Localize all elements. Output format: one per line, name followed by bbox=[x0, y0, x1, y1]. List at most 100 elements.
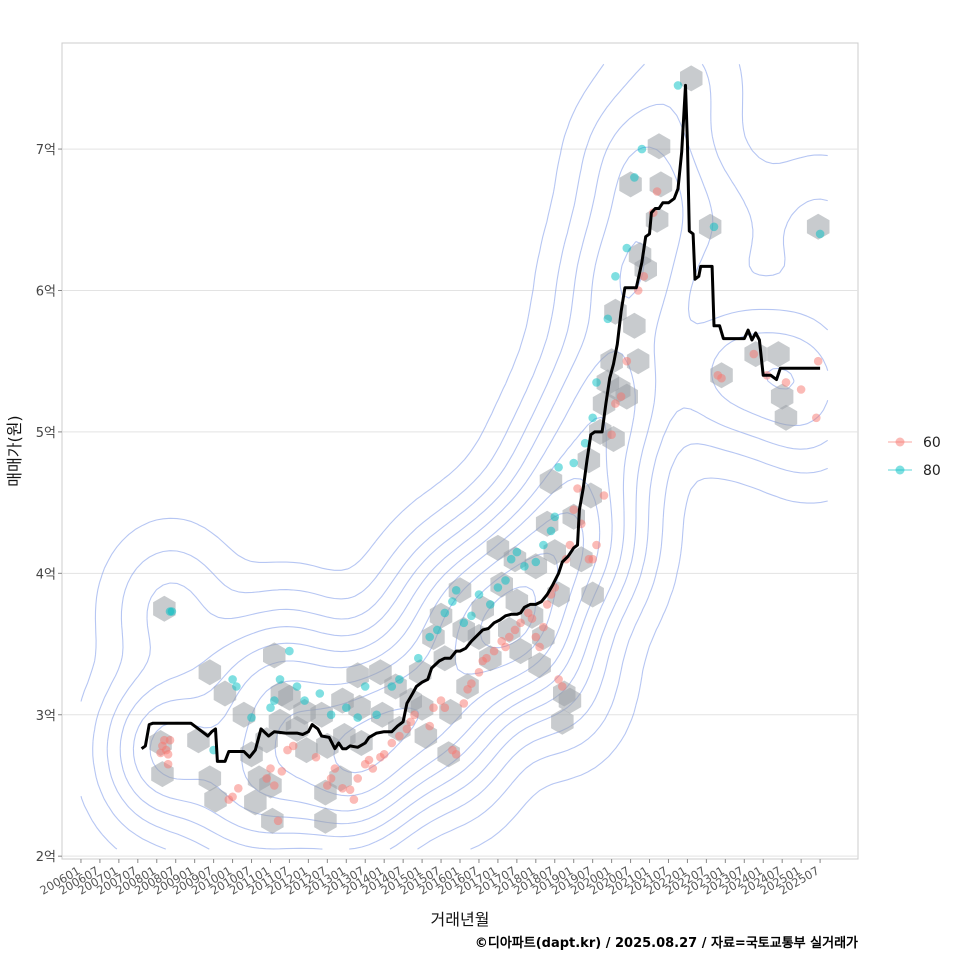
point-80 bbox=[326, 710, 336, 720]
point-80 bbox=[414, 653, 423, 663]
point-80 bbox=[448, 597, 457, 606]
hexbin bbox=[204, 786, 227, 813]
point-60 bbox=[402, 724, 412, 734]
legend-marker-60 bbox=[895, 437, 905, 447]
density-contour bbox=[106, 103, 829, 850]
point-80 bbox=[637, 144, 647, 154]
point-80 bbox=[580, 438, 590, 448]
hexbin bbox=[198, 659, 222, 686]
hexbin bbox=[350, 730, 373, 756]
point-60 bbox=[588, 554, 597, 564]
point-60 bbox=[288, 741, 298, 751]
point-60 bbox=[163, 759, 173, 769]
point-60 bbox=[482, 653, 491, 663]
point-60 bbox=[573, 484, 582, 493]
point-80 bbox=[520, 562, 529, 571]
point-80 bbox=[459, 618, 469, 628]
point-60 bbox=[622, 356, 632, 366]
point-60 bbox=[165, 735, 175, 745]
y-tick-label: 7억 bbox=[36, 143, 56, 158]
point-80 bbox=[673, 81, 683, 90]
hexbin bbox=[310, 701, 333, 728]
point-80 bbox=[395, 675, 404, 684]
point-60 bbox=[368, 764, 378, 773]
point-60 bbox=[440, 703, 450, 712]
point-60 bbox=[717, 373, 726, 383]
point-80 bbox=[512, 547, 522, 557]
hexbin bbox=[371, 701, 394, 728]
hexbin bbox=[615, 383, 638, 410]
hexbin bbox=[346, 662, 369, 689]
point-60 bbox=[467, 679, 476, 688]
hexbin bbox=[509, 638, 532, 665]
point-60 bbox=[436, 696, 446, 705]
point-80 bbox=[372, 710, 381, 720]
median-price-line bbox=[140, 83, 821, 763]
point-60 bbox=[527, 614, 537, 623]
point-60 bbox=[501, 642, 510, 652]
y-tick-label: 6억 bbox=[36, 284, 56, 299]
hexbin bbox=[539, 468, 563, 495]
hexbin bbox=[524, 553, 548, 580]
hexbin bbox=[263, 642, 286, 669]
hexbin bbox=[486, 534, 510, 561]
point-80 bbox=[232, 682, 241, 691]
point-60 bbox=[353, 774, 363, 783]
point-80 bbox=[486, 600, 495, 609]
hexbin bbox=[579, 482, 602, 509]
point-60 bbox=[451, 750, 461, 759]
point-80 bbox=[315, 689, 325, 698]
point-80 bbox=[353, 713, 363, 722]
point-80 bbox=[467, 611, 476, 621]
point-60 bbox=[395, 731, 404, 741]
hexbin bbox=[626, 348, 650, 375]
point-60 bbox=[652, 187, 662, 196]
point-80 bbox=[554, 463, 563, 472]
point-80 bbox=[387, 682, 397, 691]
x-axis-ticks: 2006012006072007012007072008012008072009… bbox=[37, 859, 822, 898]
legend-entry-80[interactable]: 80 bbox=[888, 463, 941, 479]
point-60 bbox=[611, 399, 620, 408]
legend-marker-80 bbox=[895, 465, 905, 475]
legend: 60 80 bbox=[888, 435, 941, 479]
point-80 bbox=[630, 173, 639, 182]
point-60 bbox=[607, 430, 616, 440]
point-80 bbox=[247, 713, 256, 722]
point-60 bbox=[542, 600, 552, 609]
hexbin bbox=[268, 708, 292, 735]
point-80 bbox=[266, 703, 275, 712]
point-80 bbox=[611, 272, 620, 281]
point-80 bbox=[275, 675, 285, 684]
point-60 bbox=[474, 668, 484, 677]
median-line-layer bbox=[140, 83, 821, 763]
y-tick-label: 3억 bbox=[36, 709, 56, 724]
point-80 bbox=[440, 608, 450, 618]
point-60 bbox=[262, 774, 272, 783]
point-60 bbox=[323, 781, 332, 790]
point-60 bbox=[270, 781, 279, 790]
hexbin bbox=[244, 789, 267, 816]
point-60 bbox=[749, 349, 759, 359]
hexbin bbox=[261, 807, 284, 834]
legend-label-80: 80 bbox=[923, 463, 941, 479]
hexbin bbox=[314, 807, 337, 834]
point-60 bbox=[558, 682, 567, 691]
point-80 bbox=[709, 222, 719, 232]
point-60 bbox=[616, 392, 626, 401]
point-60 bbox=[539, 622, 548, 632]
hexbin bbox=[369, 659, 392, 686]
x-tick-label: 202507 bbox=[777, 863, 822, 897]
legend-entry-60[interactable]: 60 bbox=[888, 435, 941, 451]
hexbin bbox=[348, 694, 371, 721]
density-contour bbox=[92, 63, 828, 850]
point-60 bbox=[639, 272, 649, 281]
hexbin bbox=[581, 581, 604, 608]
point-60 bbox=[812, 413, 821, 423]
point-80 bbox=[588, 413, 597, 423]
hexbin bbox=[278, 684, 301, 711]
point-60 bbox=[531, 632, 541, 642]
point-60 bbox=[311, 752, 321, 762]
legend-label-60: 60 bbox=[923, 435, 941, 451]
point-80 bbox=[622, 243, 632, 253]
